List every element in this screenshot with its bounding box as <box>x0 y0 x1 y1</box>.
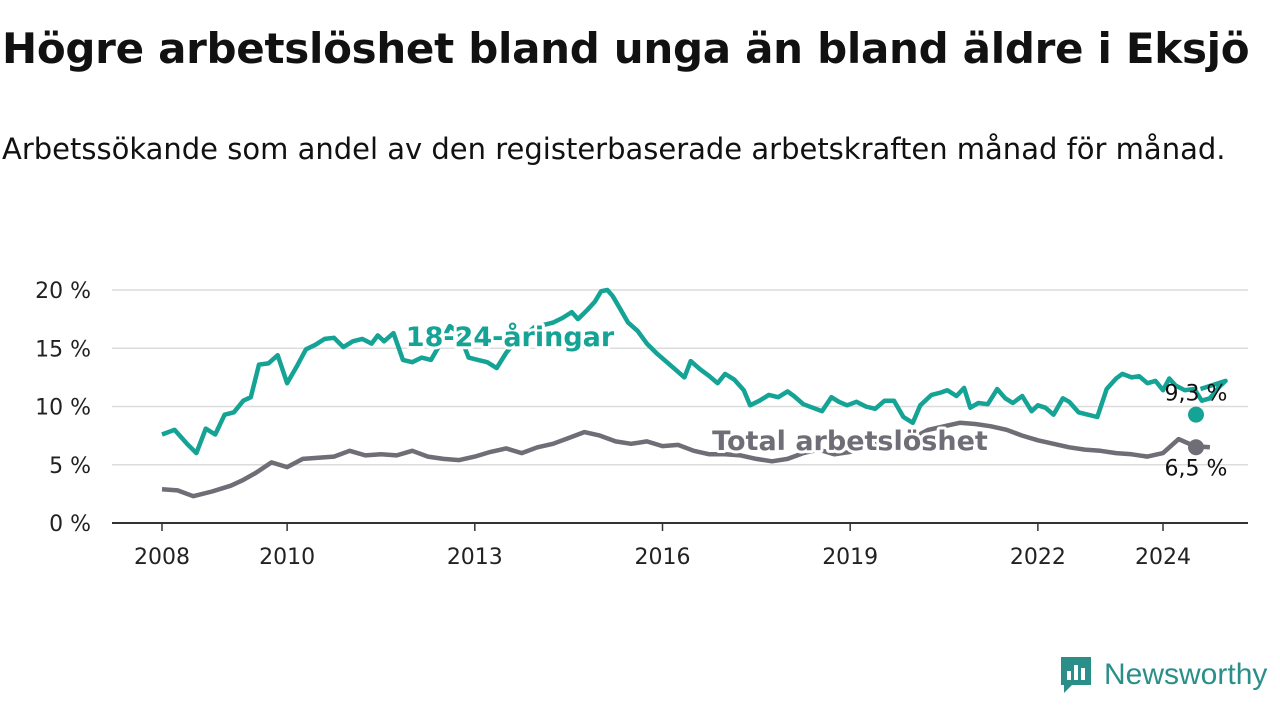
series-end-marker-18-24-aringar <box>1188 406 1204 423</box>
series-end-label-18-24-aringar: 9,3 % <box>1165 382 1228 407</box>
y-tick-label: 0 % <box>49 512 91 537</box>
y-tick-label: 20 % <box>35 279 91 304</box>
x-tick-label: 2013 <box>447 545 503 570</box>
x-tick-label: 2010 <box>259 545 315 570</box>
series-line-18-24-aringar <box>161 287 1228 456</box>
x-tick-label: 2019 <box>822 545 878 570</box>
line-chart: 0 % 5 % 10 % 15 % 20 % 2008 2010 2013 2016 2019 20… <box>35 279 1248 570</box>
x-tick-label: 2008 <box>134 545 190 570</box>
y-tick-label: 10 % <box>35 396 91 421</box>
series-label-18-24-aringar: 18-24-åringar <box>406 321 615 353</box>
series-end-marker-total-arbetsloshet <box>1188 439 1204 456</box>
series-line-total-arbetsloshet <box>161 420 1211 499</box>
newsworthy-logo-icon <box>1061 657 1091 693</box>
series-end-label-total-arbetsloshet: 6,5 % <box>1165 456 1228 481</box>
y-tick-label: 5 % <box>49 454 91 479</box>
chart-subtitle: Arbetssökande som andel av den registerb… <box>2 132 1226 166</box>
chart-title: Högre arbetslöshet bland unga än bland ä… <box>2 24 1250 73</box>
series-label-total-arbetsloshet: Total arbetslöshet <box>712 426 988 457</box>
x-tick-label: 2022 <box>1010 545 1066 570</box>
x-tick-label: 2024 <box>1135 545 1191 570</box>
y-tick-label: 15 % <box>35 337 91 362</box>
brand: Newsworthy <box>1058 654 1267 696</box>
brand-name: Newsworthy <box>1104 658 1268 691</box>
x-tick-label: 2016 <box>635 545 691 570</box>
